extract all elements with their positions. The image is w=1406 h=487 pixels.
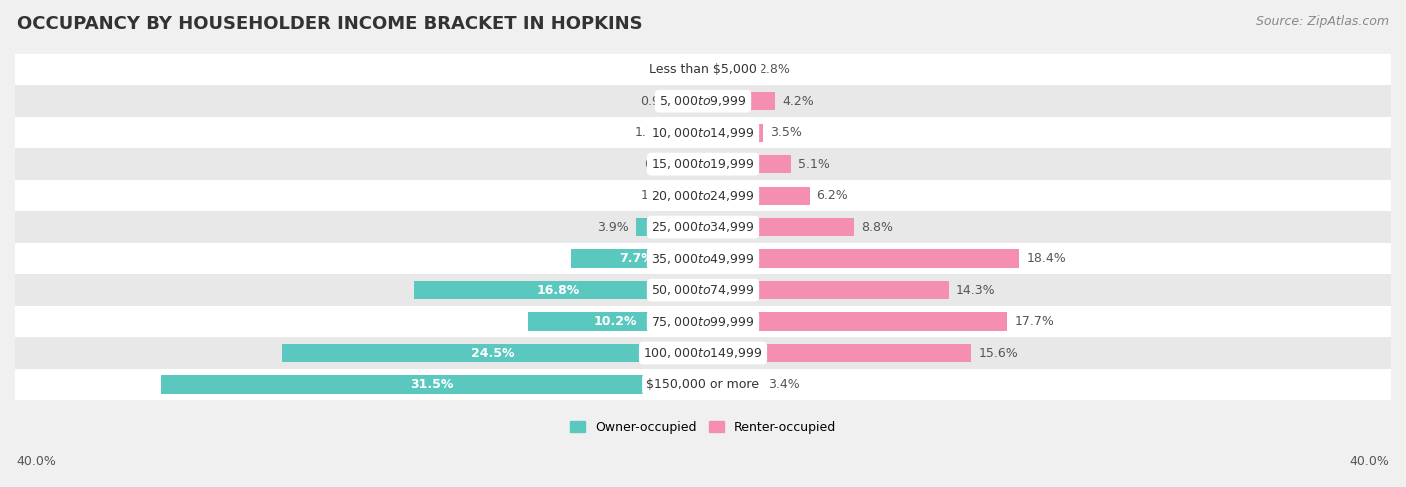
Bar (15, 337, 1391, 369)
Text: 7.7%: 7.7% (620, 252, 654, 265)
Bar (15, 369, 1391, 400)
Text: $50,000 to $74,999: $50,000 to $74,999 (651, 283, 755, 297)
Bar (15, 211, 1391, 243)
Text: 17.7%: 17.7% (1014, 315, 1054, 328)
Bar (15, 54, 1391, 85)
Text: 8.8%: 8.8% (862, 221, 893, 234)
Bar (692, 60, 703, 79)
Bar (15, 274, 1391, 306)
Text: 14.3%: 14.3% (956, 283, 995, 297)
Text: 5.1%: 5.1% (797, 158, 830, 170)
Text: OCCUPANCY BY HOUSEHOLDER INCOME BRACKET IN HOPKINS: OCCUPANCY BY HOUSEHOLDER INCOME BRACKET … (17, 15, 643, 33)
Text: 40.0%: 40.0% (1350, 454, 1389, 468)
Bar (15, 180, 1391, 211)
Bar (703, 344, 972, 362)
Legend: Owner-occupied, Renter-occupied: Owner-occupied, Renter-occupied (565, 416, 841, 439)
Text: $5,000 to $9,999: $5,000 to $9,999 (659, 94, 747, 108)
Bar (703, 249, 1019, 268)
Text: 4.2%: 4.2% (782, 94, 814, 108)
Text: 24.5%: 24.5% (471, 347, 515, 359)
Text: 0.73%: 0.73% (644, 158, 683, 170)
Text: 40.0%: 40.0% (17, 454, 56, 468)
Text: 15.6%: 15.6% (979, 347, 1018, 359)
Text: $10,000 to $14,999: $10,000 to $14,999 (651, 126, 755, 140)
Text: $25,000 to $34,999: $25,000 to $34,999 (651, 220, 755, 234)
Bar (703, 60, 751, 79)
Bar (571, 249, 703, 268)
Text: 2.8%: 2.8% (758, 63, 790, 76)
Text: $150,000 or more: $150,000 or more (647, 378, 759, 391)
Bar (703, 155, 790, 173)
Text: 3.5%: 3.5% (770, 126, 801, 139)
Bar (413, 281, 703, 299)
Bar (15, 85, 1391, 117)
Text: Source: ZipAtlas.com: Source: ZipAtlas.com (1256, 15, 1389, 28)
Bar (703, 375, 762, 393)
Text: 16.8%: 16.8% (537, 283, 581, 297)
Text: $75,000 to $99,999: $75,000 to $99,999 (651, 315, 755, 329)
Bar (673, 124, 703, 142)
Text: Less than $5,000: Less than $5,000 (650, 63, 756, 76)
Text: 10.2%: 10.2% (593, 315, 637, 328)
Text: 6.2%: 6.2% (817, 189, 848, 202)
Bar (15, 306, 1391, 337)
Bar (690, 155, 703, 173)
Text: $100,000 to $149,999: $100,000 to $149,999 (644, 346, 762, 360)
Bar (703, 124, 763, 142)
Bar (703, 92, 775, 111)
Text: $15,000 to $19,999: $15,000 to $19,999 (651, 157, 755, 171)
Text: 31.5%: 31.5% (411, 378, 454, 391)
Bar (703, 218, 855, 236)
Text: $35,000 to $49,999: $35,000 to $49,999 (651, 252, 755, 265)
Bar (703, 281, 949, 299)
Text: 1.4%: 1.4% (640, 189, 672, 202)
Text: 18.4%: 18.4% (1026, 252, 1066, 265)
Bar (703, 313, 1008, 331)
Text: 3.9%: 3.9% (598, 221, 628, 234)
Bar (636, 218, 703, 236)
Bar (688, 92, 703, 111)
Bar (527, 313, 703, 331)
Bar (679, 187, 703, 205)
Bar (15, 149, 1391, 180)
Bar (703, 187, 810, 205)
Bar (15, 243, 1391, 274)
Bar (15, 117, 1391, 149)
Text: 0.67%: 0.67% (645, 63, 685, 76)
Text: 3.4%: 3.4% (768, 378, 800, 391)
Bar (162, 375, 703, 393)
Bar (281, 344, 703, 362)
Text: 1.7%: 1.7% (636, 126, 666, 139)
Text: 0.93%: 0.93% (640, 94, 681, 108)
Text: $20,000 to $24,999: $20,000 to $24,999 (651, 188, 755, 203)
